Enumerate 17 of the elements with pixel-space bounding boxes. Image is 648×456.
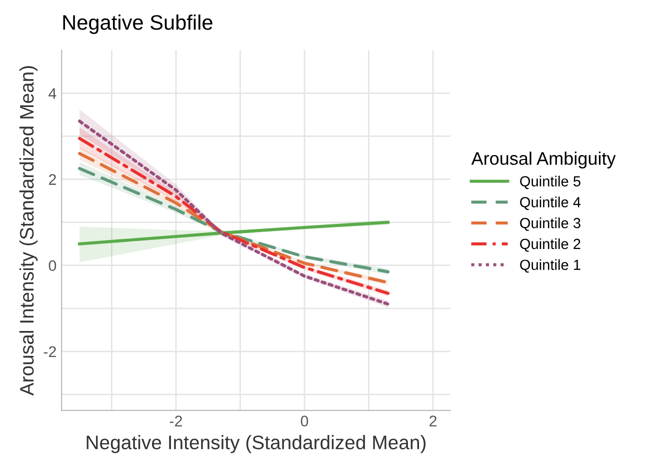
- y-tick-label: 0: [48, 260, 56, 272]
- legend-label: Quintile 3: [520, 218, 580, 231]
- y-tick-label: -2: [44, 346, 56, 357]
- x-tick-label: -2: [170, 416, 182, 426]
- line-series: [78, 220, 390, 246]
- legend-label: Quintile 4: [520, 196, 581, 210]
- x-tick-label: 2: [430, 416, 436, 426]
- y-tick-label: 4: [48, 88, 56, 99]
- y-axis-title: Arousal Intensity (Standardized Mean): [19, 66, 38, 396]
- legend-title: Arousal Ambiguity: [471, 152, 616, 168]
- legend-label: Quintile 5: [520, 176, 580, 190]
- x-tick-label: 0: [300, 416, 308, 426]
- legend-label: Quintile 1: [520, 259, 580, 273]
- chart-title: Negative Subfile: [63, 14, 212, 34]
- y-tick-label: 2: [48, 174, 56, 185]
- legend-label: Quintile 2: [520, 238, 580, 252]
- x-axis-title: Negative Intensity (Standardized Mean): [86, 435, 426, 454]
